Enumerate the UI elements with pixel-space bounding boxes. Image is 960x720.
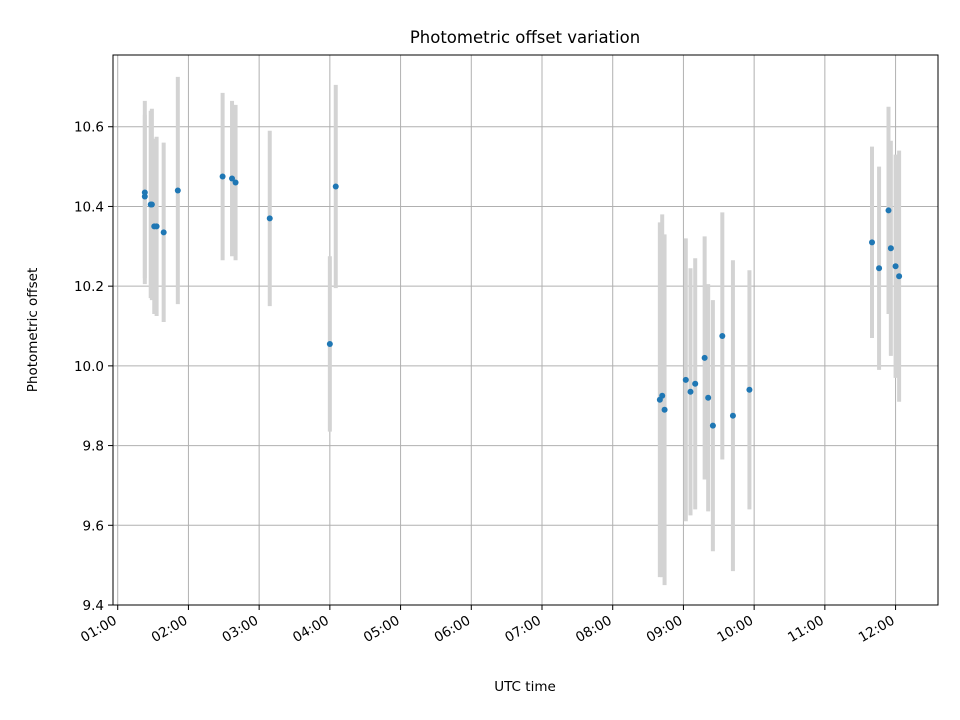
- data-point: [148, 201, 155, 208]
- data-point: [219, 173, 226, 180]
- y-tick-label: 10.6: [74, 120, 104, 136]
- data-point: [692, 380, 699, 387]
- y-axis-label: Photometric offset: [25, 268, 41, 392]
- x-tick-label: 08:00: [573, 613, 615, 646]
- data-point: [746, 386, 753, 393]
- x-tick-label: 11:00: [785, 613, 827, 646]
- data-point: [869, 239, 875, 246]
- chart-title: Photometric offset variation: [410, 28, 640, 47]
- data-point: [701, 354, 708, 361]
- x-tick-label: 03:00: [219, 613, 261, 646]
- y-tick-label: 9.6: [83, 518, 104, 534]
- data-point: [266, 215, 273, 222]
- data-point: [174, 187, 181, 194]
- data-point: [332, 183, 339, 190]
- y-tick-label: 10.4: [74, 199, 104, 215]
- x-tick-label: 09:00: [644, 613, 686, 646]
- y-tick-label: 9.4: [83, 598, 104, 614]
- x-axis-ticks: 01:00 02:00 03:00 04:00 05:00 06:00 07:00 08:00…: [78, 605, 898, 646]
- data-point: [687, 388, 694, 395]
- data-point: [326, 340, 333, 347]
- data-point: [682, 376, 689, 383]
- x-tick-label: 04:00: [290, 613, 332, 646]
- data-point: [659, 392, 666, 399]
- data-points: [141, 173, 903, 429]
- data-point: [709, 422, 716, 429]
- data-point: [141, 189, 148, 196]
- data-point: [885, 207, 892, 214]
- data-point: [729, 412, 736, 419]
- y-tick-label: 9.8: [83, 439, 104, 455]
- x-tick-label: 01:00: [78, 613, 120, 646]
- x-tick-label: 07:00: [502, 613, 544, 646]
- x-tick-label: 12:00: [856, 613, 898, 646]
- data-point: [705, 394, 712, 401]
- x-axis-label: UTC time: [494, 679, 556, 695]
- y-tick-label: 10.2: [74, 279, 104, 295]
- data-point: [887, 245, 894, 252]
- data-point: [719, 332, 726, 339]
- y-axis-ticks: 9.4 9.6 9.8 10.0 10.2 10.4 10.6: [74, 120, 113, 614]
- x-tick-label: 10:00: [714, 613, 756, 646]
- error-bars: [142, 76, 902, 586]
- data-point: [160, 229, 167, 236]
- data-point: [153, 223, 160, 230]
- data-point: [896, 273, 903, 280]
- data-point: [892, 263, 899, 270]
- plot-frame: [112, 54, 939, 606]
- data-point: [876, 265, 883, 272]
- data-point: [661, 406, 668, 413]
- data-point: [229, 175, 236, 182]
- data-point: [232, 179, 239, 186]
- x-tick-label: 05:00: [361, 613, 403, 646]
- y-tick-label: 10.0: [74, 359, 104, 375]
- x-tick-label: 02:00: [149, 613, 191, 646]
- x-tick-label: 06:00: [432, 613, 474, 646]
